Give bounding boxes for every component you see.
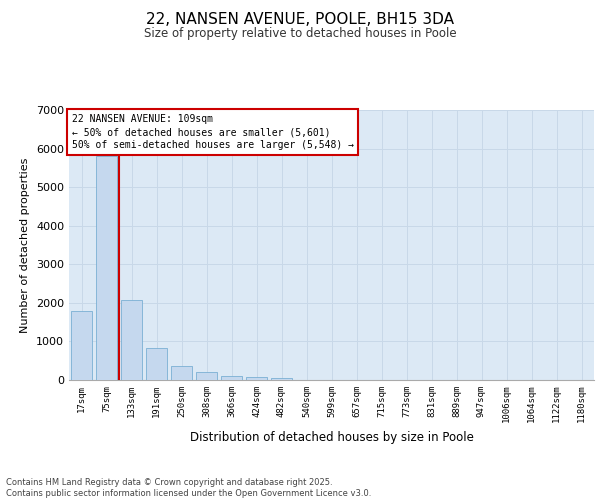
Bar <box>146 348 167 380</box>
Bar <box>246 377 267 380</box>
Text: 22, NANSEN AVENUE, POOLE, BH15 3DA: 22, NANSEN AVENUE, POOLE, BH15 3DA <box>146 12 454 28</box>
Bar <box>121 300 142 380</box>
X-axis label: Distribution of detached houses by size in Poole: Distribution of detached houses by size … <box>190 431 473 444</box>
Bar <box>196 372 217 380</box>
Text: Size of property relative to detached houses in Poole: Size of property relative to detached ho… <box>143 28 457 40</box>
Bar <box>171 366 192 380</box>
Bar <box>96 156 117 380</box>
Bar <box>221 376 242 380</box>
Text: Contains HM Land Registry data © Crown copyright and database right 2025.
Contai: Contains HM Land Registry data © Crown c… <box>6 478 371 498</box>
Y-axis label: Number of detached properties: Number of detached properties <box>20 158 31 332</box>
Bar <box>71 310 92 380</box>
Bar <box>271 378 292 380</box>
Text: 22 NANSEN AVENUE: 109sqm
← 50% of detached houses are smaller (5,601)
50% of sem: 22 NANSEN AVENUE: 109sqm ← 50% of detach… <box>71 114 353 150</box>
